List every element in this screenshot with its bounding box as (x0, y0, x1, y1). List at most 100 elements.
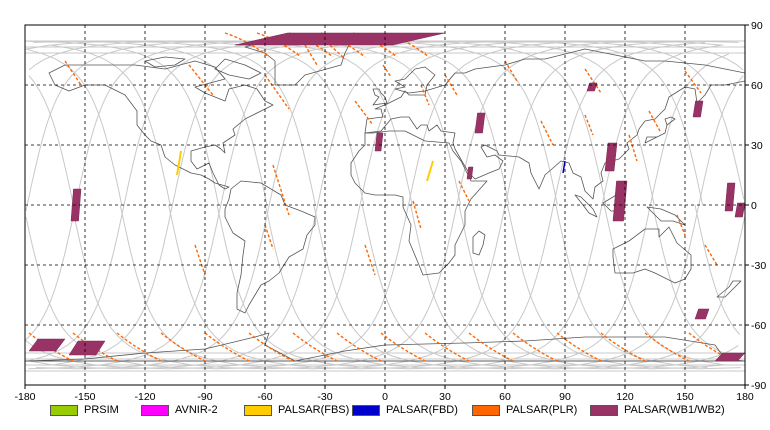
plr-strip (304, 44, 318, 66)
legend-item-prsim: PRSIM (50, 402, 119, 418)
grid-lines (25, 25, 745, 385)
plr-polar-arc (336, 332, 382, 362)
legend-item-avnir2: AVNIR-2 (141, 402, 218, 418)
wb-patch (474, 112, 486, 134)
plr-strip (648, 110, 662, 134)
coastline (144, 56, 186, 68)
plr-polar-arc (292, 332, 338, 362)
x-tick-label: 30 (439, 391, 451, 400)
fbs-strip (426, 160, 434, 182)
plr-strip (188, 64, 214, 96)
coastline (48, 60, 274, 190)
legend-swatch-palsar-fbd (352, 404, 380, 416)
coastline (574, 194, 598, 218)
plr-polar-arc (248, 332, 294, 362)
plr-polar-arc (556, 332, 602, 362)
wb-patch (234, 32, 446, 46)
legend-item-palsar-fbd: PALSAR(FBD) (352, 402, 458, 418)
plr-polar-arc (204, 332, 250, 362)
y-tick-label: 90 (751, 20, 763, 32)
legend: PRSIM AVNIR-2 PALSAR(FBS) PALSAR(FBD) PA… (0, 402, 770, 422)
coastline (644, 116, 676, 144)
y-tick-label: -60 (751, 320, 766, 332)
wb-patch (586, 82, 598, 92)
fbs-strip (176, 150, 182, 176)
plr-strip (272, 164, 290, 216)
legend-label-palsar-fbd: PALSAR(FBD) (386, 404, 458, 416)
coastline (214, 58, 262, 80)
plr-polar-arc (116, 332, 162, 362)
wb-patch (28, 338, 66, 352)
plr-strip (194, 244, 206, 276)
plr-polar-arc (160, 332, 206, 362)
legend-label-avnir2: AVNIR-2 (175, 404, 218, 416)
legend-item-palsar-fbs: PALSAR(FBS) (244, 402, 349, 418)
coastline (612, 226, 692, 284)
x-tick-label: -120 (134, 391, 155, 400)
plr-polar-arc (380, 332, 426, 362)
orbit-tracks (25, 40, 745, 372)
legend-swatch-palsar-fbs (244, 404, 272, 416)
plr-strip (684, 70, 702, 94)
plr-strip (504, 60, 518, 82)
legend-swatch-palsar-wb (590, 404, 618, 416)
coastline (472, 230, 486, 256)
orbit-track (25, 40, 745, 370)
coastline (372, 88, 388, 106)
y-tick-label: -90 (751, 380, 766, 392)
wb-patch (724, 182, 736, 212)
wb-patch (692, 100, 704, 118)
plr-strip (540, 120, 554, 146)
legend-swatch-avnir2 (141, 404, 169, 416)
x-tick-label: -150 (74, 391, 95, 400)
world-coverage-map: -180 -150 -120 -90 -60 -30 0 30 60 90 120 150 180 90 6… (14, 20, 766, 400)
plr-polar-arc (644, 332, 690, 362)
plr-strip (420, 84, 430, 106)
plot-area (25, 32, 745, 372)
wb-patch (466, 166, 474, 180)
orbit-track (33, 40, 721, 370)
x-tick-label: 0 (382, 391, 388, 400)
x-tick-label: 150 (676, 391, 694, 400)
x-tick-label: 180 (736, 391, 754, 400)
plr-polar-arc (468, 332, 514, 362)
legend-item-palsar-plr: PALSAR(PLR) (472, 402, 577, 418)
legend-label-prsim: PRSIM (84, 404, 119, 416)
plr-strip (354, 100, 374, 126)
plr-strip (704, 244, 718, 266)
wb-patch (612, 180, 628, 222)
x-tick-label: 120 (616, 391, 634, 400)
legend-swatch-prsim (50, 404, 78, 416)
plr-strip (584, 114, 594, 136)
coastline (716, 280, 742, 298)
orbit-track (28, 40, 744, 370)
palsar-wb-patches (28, 32, 745, 362)
coastline (364, 48, 745, 200)
orbit-track (27, 40, 732, 370)
x-tick-label: 90 (559, 391, 571, 400)
orbit-track (53, 40, 741, 370)
x-tick-label: -60 (257, 391, 272, 400)
plr-strip (676, 214, 686, 236)
legend-label-palsar-plr: PALSAR(PLR) (506, 404, 578, 416)
legend-label-palsar-wb: PALSAR(WB1/WB2) (624, 404, 725, 416)
orbit-track (25, 40, 739, 370)
orbit-track (28, 40, 708, 370)
plr-strip (364, 244, 376, 276)
plr-strip (458, 180, 470, 202)
y-tick-label: -30 (751, 260, 766, 272)
x-tick-label: 60 (499, 391, 511, 400)
x-tick-label: -180 (14, 391, 35, 400)
orbit-track (35, 40, 723, 370)
orbit-track (26, 40, 706, 370)
coastline (350, 130, 488, 276)
x-tick-label: -90 (197, 391, 212, 400)
plr-polar-arc (424, 332, 470, 362)
wb-patch (734, 202, 745, 218)
wb-patch (68, 340, 106, 356)
ticks (24, 24, 749, 389)
x-tick-label: -30 (317, 391, 332, 400)
legend-item-palsar-wb: PALSAR(WB1/WB2) (590, 402, 725, 418)
y-tick-label: 60 (751, 80, 763, 92)
